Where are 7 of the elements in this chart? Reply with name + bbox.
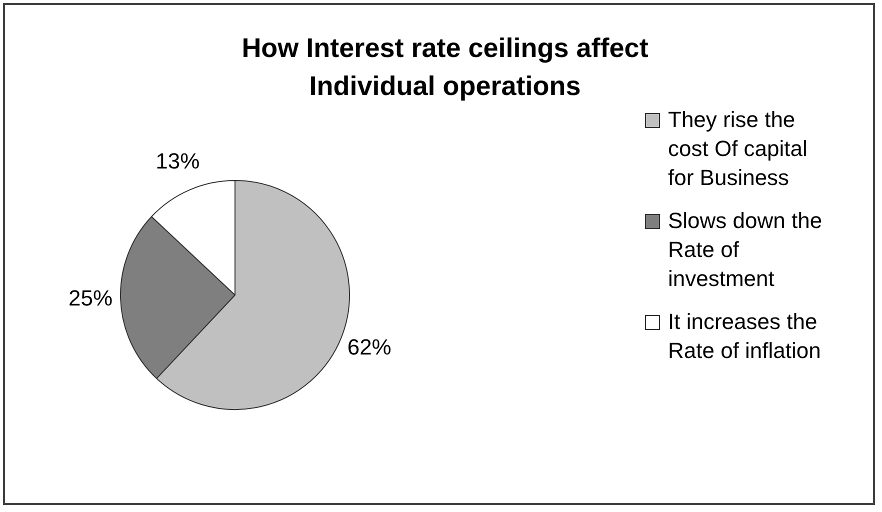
legend-label: They rise the cost Of capital for Business xyxy=(668,106,808,192)
data-label: 62% xyxy=(347,334,392,360)
data-label: 25% xyxy=(68,286,113,311)
chart-title: How Interest rate ceilings affect Individual operations xyxy=(240,32,650,103)
data-label: 13% xyxy=(156,148,200,174)
legend-label: It increases the Rate of inflation xyxy=(668,308,822,365)
legend-label: Slows down the Rate of investment xyxy=(668,207,824,293)
